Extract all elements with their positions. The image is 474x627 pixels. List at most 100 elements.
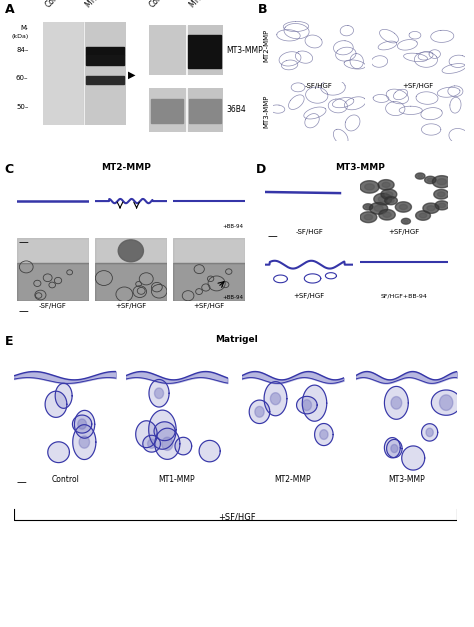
Polygon shape [381,189,397,199]
Polygon shape [319,429,328,440]
Polygon shape [438,192,445,197]
Polygon shape [416,211,430,220]
Polygon shape [378,196,387,202]
Polygon shape [363,204,373,210]
Polygon shape [382,182,390,187]
Polygon shape [149,410,176,450]
Polygon shape [439,395,453,411]
Text: E: E [5,335,13,349]
Polygon shape [432,176,451,187]
Text: Mᵣ: Mᵣ [21,25,28,31]
Bar [188,25,223,75]
Text: 36B4: 36B4 [227,105,246,114]
Polygon shape [302,399,311,411]
Polygon shape [385,192,393,197]
Text: MT2-MMP: MT2-MMP [264,29,269,63]
Polygon shape [78,419,86,429]
Bar [17,238,89,263]
Text: +SF/HGF: +SF/HGF [115,303,146,309]
Bar [188,35,221,68]
Polygon shape [388,199,394,203]
Text: MT1-MMP: MT1-MMP [158,475,195,484]
Ellipse shape [118,240,144,262]
Text: D: D [256,163,266,176]
Text: C: C [5,163,14,176]
Polygon shape [383,212,391,218]
Polygon shape [438,203,446,208]
Polygon shape [426,428,433,436]
Polygon shape [365,184,374,190]
Polygon shape [404,220,408,223]
Text: +SF/HGF: +SF/HGF [294,293,325,300]
Text: MT3-MMP: MT3-MMP [264,95,269,129]
Text: MT3-MMP: MT3-MMP [227,46,264,55]
Polygon shape [384,438,400,458]
Text: ▶: ▶ [128,70,136,80]
Text: —: — [19,306,29,316]
Polygon shape [428,178,433,182]
Text: -SF/HGF: -SF/HGF [39,303,66,309]
Polygon shape [431,390,461,415]
Text: +SF/HGF: +SF/HGF [218,512,256,521]
Polygon shape [418,174,423,177]
Polygon shape [48,442,69,463]
Polygon shape [249,400,270,423]
Text: +SF/HGF: +SF/HGF [193,303,225,309]
Polygon shape [415,173,425,179]
Polygon shape [270,393,281,404]
Text: —: — [17,477,27,487]
Text: SF/HGF+BB-94: SF/HGF+BB-94 [381,293,428,298]
Bar [188,88,223,132]
Bar [173,238,245,263]
Bar [151,98,183,123]
Polygon shape [255,406,264,417]
Text: MT3-MMP: MT3-MMP [188,0,220,9]
Polygon shape [315,423,333,446]
Polygon shape [423,203,439,213]
Bar [84,22,126,125]
Polygon shape [374,193,392,205]
Text: —: — [268,231,278,241]
Polygon shape [384,386,408,419]
Polygon shape [149,379,169,407]
Text: (kDa): (kDa) [11,34,28,39]
Bar [17,263,89,301]
Polygon shape [364,214,373,220]
Text: +BB-94: +BB-94 [222,224,243,229]
Polygon shape [387,440,402,458]
Polygon shape [437,179,447,185]
Text: MT2-MMP: MT2-MMP [100,163,151,172]
Polygon shape [74,410,95,438]
Text: —: — [19,237,29,247]
Polygon shape [427,206,435,211]
Polygon shape [55,383,72,408]
Bar [189,98,221,123]
Polygon shape [175,437,191,455]
Polygon shape [391,445,398,453]
Polygon shape [154,422,175,441]
Polygon shape [73,424,96,460]
Polygon shape [199,440,220,462]
Polygon shape [136,421,157,448]
Polygon shape [374,206,383,211]
Polygon shape [402,446,425,470]
Polygon shape [264,382,287,416]
Text: MT2-MMP: MT2-MMP [83,0,116,9]
Text: +SF/HGF: +SF/HGF [402,83,434,89]
Polygon shape [79,436,90,448]
Text: MT3-MMP: MT3-MMP [335,163,385,172]
Polygon shape [297,396,317,414]
Text: +SF/HGF: +SF/HGF [389,229,419,235]
Polygon shape [391,396,402,409]
Text: 84–: 84– [16,47,28,53]
Text: Control: Control [148,0,174,9]
Polygon shape [400,204,408,209]
Bar [86,47,124,55]
Polygon shape [401,218,410,224]
Polygon shape [45,391,67,418]
Bar [173,263,245,301]
Text: Control: Control [44,0,70,9]
Polygon shape [421,424,438,441]
Bar [86,55,124,65]
Bar [86,76,124,84]
